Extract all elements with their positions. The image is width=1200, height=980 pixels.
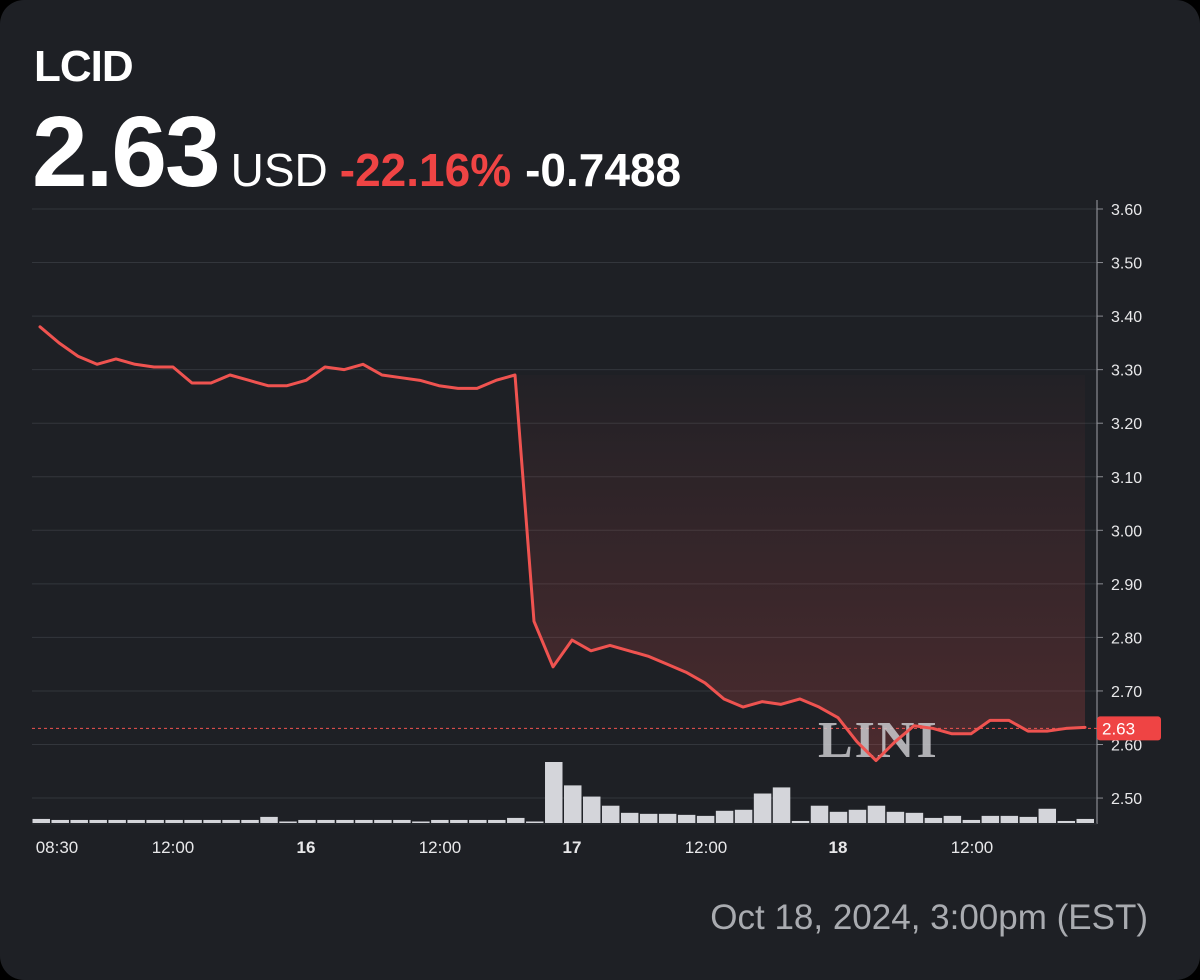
currency-label: USD bbox=[230, 144, 328, 196]
volume-bar bbox=[184, 819, 202, 823]
x-tick-label: 12:00 bbox=[685, 838, 728, 857]
volume-bar bbox=[127, 819, 145, 823]
volume-bar bbox=[526, 821, 544, 823]
x-tick-label: 08:30 bbox=[36, 838, 79, 857]
volume-bar bbox=[393, 819, 411, 823]
volume-bar bbox=[1038, 808, 1057, 823]
volume-bar bbox=[336, 819, 354, 823]
volume-bar bbox=[582, 796, 601, 823]
volume-bar bbox=[374, 819, 392, 823]
volume-bar bbox=[1057, 820, 1076, 823]
volume-bar bbox=[412, 821, 430, 823]
change-absolute: -0.7488 bbox=[525, 144, 682, 196]
y-tick-label: 3.20 bbox=[1111, 416, 1142, 433]
drawdown-area bbox=[515, 375, 1085, 761]
volume-bar bbox=[203, 819, 221, 823]
volume-bar bbox=[1000, 815, 1019, 823]
volume-bar bbox=[32, 818, 50, 823]
y-tick-label: 2.70 bbox=[1111, 684, 1142, 701]
x-tick-label: 16 bbox=[297, 838, 316, 857]
volume-bar bbox=[431, 819, 449, 823]
volume-bar bbox=[279, 821, 297, 823]
volume-bar bbox=[924, 817, 943, 823]
x-tick-label: 18 bbox=[829, 838, 848, 857]
volume-bar bbox=[51, 819, 69, 823]
volume-bar bbox=[867, 805, 886, 823]
y-tick-label: 3.60 bbox=[1111, 202, 1142, 219]
volume-bar bbox=[469, 819, 487, 823]
volume-bar bbox=[507, 817, 525, 823]
volume-bar bbox=[564, 785, 582, 823]
volume-bar bbox=[886, 811, 905, 823]
volume-bar bbox=[905, 812, 924, 823]
timestamp: Oct 18, 2024, 3:00pm (EST) bbox=[710, 898, 1148, 937]
volume-bar bbox=[165, 819, 183, 823]
current-price: 2.63 bbox=[32, 96, 221, 208]
y-tick-label: 3.30 bbox=[1111, 363, 1142, 380]
volume-bar bbox=[146, 819, 164, 823]
volume-bar bbox=[715, 810, 734, 823]
x-tick-label: 17 bbox=[563, 838, 582, 857]
volume-bar bbox=[108, 819, 126, 823]
y-tick-label: 2.50 bbox=[1111, 791, 1142, 808]
current-price-badge-label: 2.63 bbox=[1102, 719, 1135, 738]
volume-bar bbox=[1076, 818, 1094, 823]
change-percent: -22.16% bbox=[339, 144, 512, 196]
volume-bar bbox=[734, 809, 753, 823]
volume-bar bbox=[962, 819, 981, 823]
volume-bar bbox=[70, 819, 88, 823]
volume-bar bbox=[772, 787, 791, 823]
y-tick-label: 3.00 bbox=[1111, 523, 1142, 540]
volume-bar bbox=[810, 805, 829, 823]
volume-bar bbox=[222, 819, 240, 823]
y-tick-label: 3.40 bbox=[1111, 309, 1142, 326]
x-tick-label: 12:00 bbox=[152, 838, 195, 857]
volume-bar bbox=[601, 805, 620, 823]
price-row: 2.63 USD -22.16% -0.7488 bbox=[32, 102, 681, 202]
volume-bar bbox=[620, 812, 639, 823]
y-tick-label: 2.60 bbox=[1111, 738, 1142, 755]
volume-bar bbox=[981, 815, 1000, 823]
y-tick-label: 3.50 bbox=[1111, 256, 1142, 273]
volume-bar bbox=[89, 819, 107, 823]
volume-bar bbox=[943, 815, 962, 823]
volume-bar bbox=[1019, 816, 1038, 823]
volume-bar bbox=[658, 813, 677, 823]
volume-bar bbox=[355, 819, 373, 823]
volume-bar bbox=[639, 813, 658, 823]
volume-bar bbox=[260, 816, 278, 823]
volume-bar bbox=[677, 814, 696, 823]
y-tick-label: 3.10 bbox=[1111, 470, 1142, 487]
volume-bar bbox=[753, 793, 772, 823]
volume-bar bbox=[791, 820, 810, 823]
watermark-logo: LINI bbox=[818, 712, 939, 769]
volume-bar bbox=[317, 819, 335, 823]
volume-bar bbox=[450, 819, 468, 823]
volume-bar bbox=[545, 762, 563, 823]
ticker-symbol: LCID bbox=[34, 42, 134, 91]
price-line bbox=[38, 325, 1087, 763]
current-price-badge bbox=[1097, 716, 1161, 741]
volume-bar bbox=[696, 815, 715, 823]
volume-bar bbox=[848, 809, 867, 823]
y-tick-label: 2.90 bbox=[1111, 577, 1142, 594]
volume-bar bbox=[488, 819, 506, 823]
x-tick-label: 12:00 bbox=[951, 838, 994, 857]
volume-bar bbox=[241, 819, 259, 823]
volume-bar bbox=[298, 819, 316, 823]
x-tick-label: 12:00 bbox=[419, 838, 462, 857]
y-tick-label: 2.80 bbox=[1111, 630, 1142, 647]
volume-bar bbox=[829, 811, 848, 823]
